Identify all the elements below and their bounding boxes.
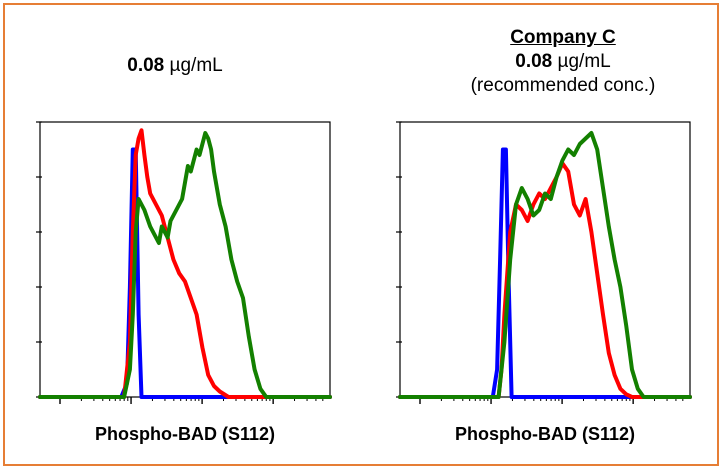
right-panel-note: (recommended conc.) xyxy=(470,75,656,96)
right-panel-heading: Company C xyxy=(510,27,616,48)
plot-frame xyxy=(39,121,331,398)
right-concentration-unit: µg/mL xyxy=(557,51,611,72)
right-histogram xyxy=(396,121,692,404)
series-line xyxy=(398,147,692,399)
series-line xyxy=(38,128,332,399)
left-x-axis-label: Phospho-BAD (S112) xyxy=(94,424,276,444)
left-concentration-value: 0.08 xyxy=(127,55,165,76)
figure-frame xyxy=(3,3,719,466)
left-concentration-unit: µg/mL xyxy=(169,55,223,76)
plot-frame xyxy=(399,121,691,398)
series-line xyxy=(398,131,692,399)
series-line xyxy=(38,131,332,399)
right-x-axis-label: Phospho-BAD (S112) xyxy=(454,424,636,444)
left-histogram xyxy=(36,121,332,404)
right-panel-caption: Company C 0.08 µg/mL (recommended conc.) xyxy=(408,26,718,98)
right-concentration-value: 0.08 xyxy=(515,51,553,72)
left-panel-caption: 0.08 µg/mL xyxy=(20,54,330,78)
